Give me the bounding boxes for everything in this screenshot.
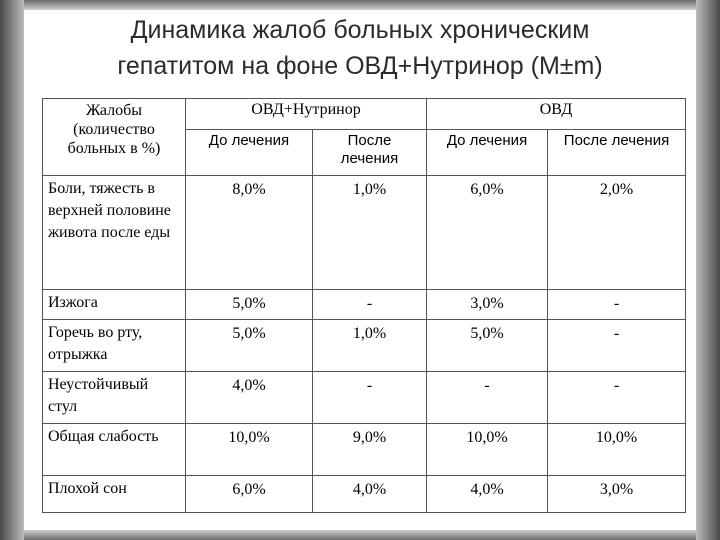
table-row: Горечь во рту, отрыжка 5,0% 1,0% 5,0% - xyxy=(42,319,687,372)
row-complaint-label: Боли, тяжесть в верхней половине живота … xyxy=(42,175,186,290)
table-row: Неустойчивый стул 4,0% - - - xyxy=(42,371,687,424)
cell-ovd-before: 5,0% xyxy=(426,319,549,372)
slide-title-line-2: гепатитом на фоне ОВД+Нутринор (M±m) xyxy=(117,52,603,80)
cell-ovd-nutrinor-before: 6,0% xyxy=(185,475,313,513)
header-ovd-after: После лечения xyxy=(547,129,687,176)
cell-ovd-after: - xyxy=(547,319,687,372)
slide-title: Динамика жалоб больных хроническим гепат… xyxy=(40,12,680,84)
header-ovd-nutrinor-after: После лечения xyxy=(311,129,428,176)
header-group-ovd-nutrinor: ОВД+Нутринор xyxy=(184,98,428,130)
table-header-row-phases: До лечения После лечения До лечения Посл… xyxy=(43,129,687,176)
cell-ovd-before: 3,0% xyxy=(426,289,549,320)
cell-ovd-before: 6,0% xyxy=(426,175,549,290)
header-ovd-nutrinor-before: До лечения xyxy=(185,129,313,176)
table-row: Изжога 5,0% - 3,0% - xyxy=(42,289,687,320)
row-complaint-label: Общая слабость xyxy=(42,423,186,476)
cell-ovd-after: 10,0% xyxy=(547,423,687,476)
slide-frame-left xyxy=(0,0,24,540)
header-complaints: Жалобы (количество больных в %) xyxy=(42,98,186,176)
cell-ovd-nutrinor-after: 4,0% xyxy=(311,475,428,513)
cell-ovd-nutrinor-after: - xyxy=(311,371,428,424)
cell-ovd-before: 10,0% xyxy=(426,423,549,476)
slide-title-line-1: Динамика жалоб больных хроническим xyxy=(130,16,590,44)
row-complaint-label: Плохой сон xyxy=(42,475,186,513)
slide-frame-bottom xyxy=(0,530,720,540)
cell-ovd-nutrinor-after: 1,0% xyxy=(311,175,428,290)
cell-ovd-nutrinor-after: 1,0% xyxy=(311,319,428,372)
row-complaint-label: Изжога xyxy=(42,289,186,320)
cell-ovd-before: 4,0% xyxy=(426,475,549,513)
cell-ovd-nutrinor-before: 4,0% xyxy=(185,371,313,424)
table-row: Боли, тяжесть в верхней половине живота … xyxy=(42,175,687,290)
table-header-row-groups: Жалобы (количество больных в %) ОВД+Нутр… xyxy=(42,98,687,176)
cell-ovd-nutrinor-before: 10,0% xyxy=(185,423,313,476)
header-ovd-before: До лечения xyxy=(426,129,549,176)
slide-frame-right xyxy=(696,0,720,540)
table-row: Общая слабость 10,0% 9,0% 10,0% 10,0% xyxy=(42,423,687,476)
slide-frame-top xyxy=(0,0,720,10)
cell-ovd-nutrinor-before: 5,0% xyxy=(185,319,313,372)
cell-ovd-after: - xyxy=(547,289,687,320)
cell-ovd-after: - xyxy=(547,371,687,424)
row-complaint-label: Неустойчивый стул xyxy=(42,371,186,424)
cell-ovd-before: - xyxy=(426,371,549,424)
complaints-table: Жалобы (количество больных в %) ОВД+Нутр… xyxy=(42,98,687,513)
cell-ovd-nutrinor-before: 8,0% xyxy=(185,175,313,290)
row-complaint-label: Горечь во рту, отрыжка xyxy=(42,319,186,372)
header-group-ovd: ОВД xyxy=(426,98,687,130)
cell-ovd-nutrinor-after: - xyxy=(311,289,428,320)
cell-ovd-after: 3,0% xyxy=(547,475,687,513)
cell-ovd-nutrinor-before: 5,0% xyxy=(185,289,313,320)
table-row: Плохой сон 6,0% 4,0% 4,0% 3,0% xyxy=(42,475,687,513)
cell-ovd-after: 2,0% xyxy=(547,175,687,290)
cell-ovd-nutrinor-after: 9,0% xyxy=(311,423,428,476)
